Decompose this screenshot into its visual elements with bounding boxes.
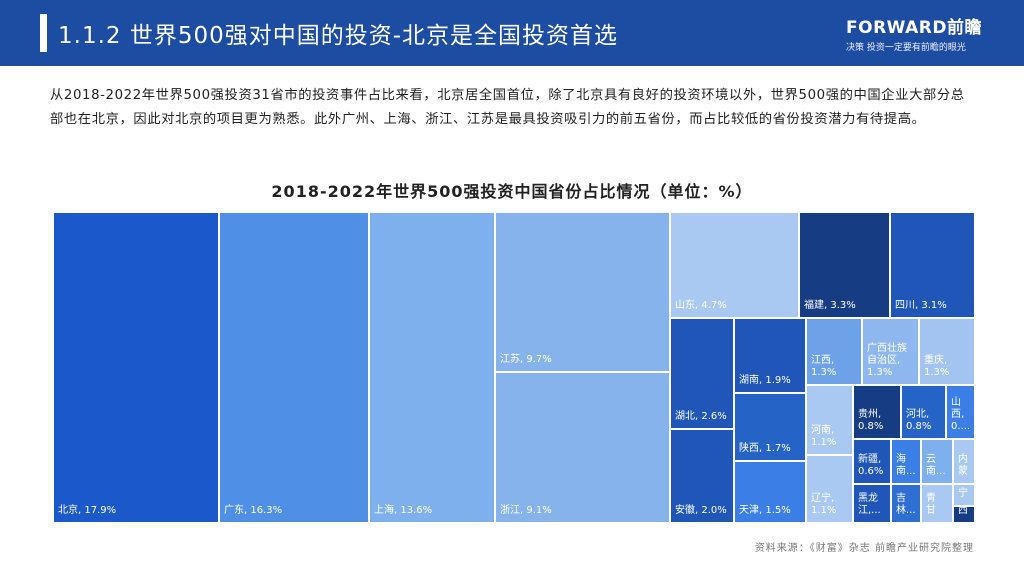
treemap-cell: 西 — [953, 506, 975, 523]
treemap-cell: 四川, 3.1% — [890, 212, 975, 318]
treemap-cell-label: 河南, 1.1% — [811, 425, 837, 448]
treemap-cell: 河北, 0.8% — [901, 385, 946, 439]
logo-tagline: 决策 投资一定要有前瞻的眼光 — [846, 43, 966, 53]
treemap-cell-label: 宁 — [958, 488, 968, 499]
treemap-cell: 陕西, 1.7% — [734, 393, 806, 461]
logo-wordmark: FORWARD前瞻 — [846, 18, 983, 38]
treemap-cell: 新疆, 0.6% — [853, 439, 891, 484]
treemap-cell: 天津, 1.5% — [734, 461, 806, 523]
treemap-cell-label: 湖南, 1.9% — [739, 375, 791, 386]
treemap-cell: 上海, 13.6% — [369, 212, 495, 523]
treemap-cell-label: 辽宁, 1.1% — [811, 493, 837, 516]
treemap-cell-label: 上海, 13.6% — [374, 505, 433, 516]
treemap-cell-label: 江苏, 9.7% — [500, 354, 552, 365]
treemap-cell: 重庆, 1.3% — [919, 318, 975, 385]
treemap-cell-label: 四川, 3.1% — [895, 300, 947, 311]
treemap-cell-label: 西 — [958, 506, 968, 516]
treemap-cell-label: 黑龙 江,... — [858, 493, 881, 516]
treemap-cell: 广西壮族 自治区, 1.3% — [862, 318, 919, 385]
treemap-cell-label: 陕西, 1.7% — [739, 443, 791, 454]
treemap-cell: 宁 — [953, 484, 975, 506]
treemap-cell-label: 北京, 17.9% — [58, 505, 117, 516]
treemap-cell-label: 浙江, 9.1% — [500, 505, 552, 516]
treemap-cell: 江苏, 9.7% — [495, 212, 670, 372]
treemap-cell: 海 南... — [891, 439, 921, 484]
intro-paragraph: 从2018-2022年世界500强投资31省市的投资事件占比来看，北京居全国首位… — [50, 88, 965, 127]
source-note: 资料来源：《财富》杂志 前瞻产业研究院整理 — [754, 543, 974, 554]
treemap-cell: 辽宁, 1.1% — [806, 455, 853, 523]
treemap-cell-label: 青 甘 — [926, 493, 936, 516]
treemap-cell-label: 海 南... — [896, 454, 916, 477]
treemap-cell: 河南, 1.1% — [806, 385, 853, 455]
treemap-cell: 山 西, 0.... — [946, 385, 975, 439]
treemap-cell: 湖北, 2.6% — [670, 318, 734, 429]
treemap-cell-label: 吉 林... — [896, 493, 916, 516]
treemap-cell: 浙江, 9.1% — [495, 372, 670, 523]
treemap-cell-label: 内 蒙 — [958, 454, 968, 477]
treemap-cell-label: 广西壮族 自治区, 1.3% — [867, 343, 907, 378]
page-title: 1.1.2 世界500强对中国的投资-北京是全国投资首选 — [58, 23, 619, 49]
treemap-cell: 云 南... — [921, 439, 953, 484]
treemap-cell: 广东, 16.3% — [219, 212, 369, 523]
treemap-cell-label: 江西, 1.3% — [811, 355, 837, 378]
header-banner: 1.1.2 世界500强对中国的投资-北京是全国投资首选 FORWARD前瞻 决… — [0, 0, 1024, 66]
treemap-cell-label: 天津, 1.5% — [739, 505, 791, 516]
treemap-cell: 贵州, 0.8% — [853, 385, 901, 439]
header-accent-bar — [40, 14, 47, 52]
treemap-cell: 黑龙 江,... — [853, 484, 891, 523]
treemap-cell: 山东, 4.7% — [670, 212, 799, 318]
brand-logo: FORWARD前瞻 决策 投资一定要有前瞻的眼光 — [846, 13, 996, 53]
treemap-cell: 北京, 17.9% — [53, 212, 219, 523]
treemap-cell: 吉 林... — [891, 484, 921, 523]
treemap-cell-label: 重庆, 1.3% — [924, 355, 950, 378]
treemap-cell: 安徽, 2.0% — [670, 429, 734, 523]
treemap-cell: 湖南, 1.9% — [734, 318, 806, 393]
treemap-cell-label: 山东, 4.7% — [675, 300, 727, 311]
treemap-cell: 江西, 1.3% — [806, 318, 862, 385]
treemap-cell: 内 蒙 — [953, 439, 975, 484]
treemap-cell-label: 云 南... — [926, 454, 946, 477]
treemap-cell-label: 安徽, 2.0% — [675, 505, 727, 516]
treemap-cell-label: 山 西, 0.... — [951, 397, 971, 432]
treemap-cell-label: 新疆, 0.6% — [858, 454, 884, 477]
treemap-chart: 北京, 17.9% 广东, 16.3% 上海, 13.6% 江苏, 9.7% 浙江, 9… — [53, 212, 975, 523]
treemap-cell: 青 甘 — [921, 484, 953, 523]
treemap-cell-label: 广东, 16.3% — [224, 505, 283, 516]
chart-title: 2018-2022年世界500强投资中国省份占比情况（单位：%） — [271, 182, 753, 201]
treemap-cell-label: 湖北, 2.6% — [675, 411, 727, 422]
treemap-cell-label: 河北, 0.8% — [906, 409, 932, 432]
treemap-cell-label: 贵州, 0.8% — [858, 409, 884, 432]
treemap-cell: 福建, 3.3% — [799, 212, 890, 318]
treemap-cell-label: 福建, 3.3% — [804, 300, 856, 311]
